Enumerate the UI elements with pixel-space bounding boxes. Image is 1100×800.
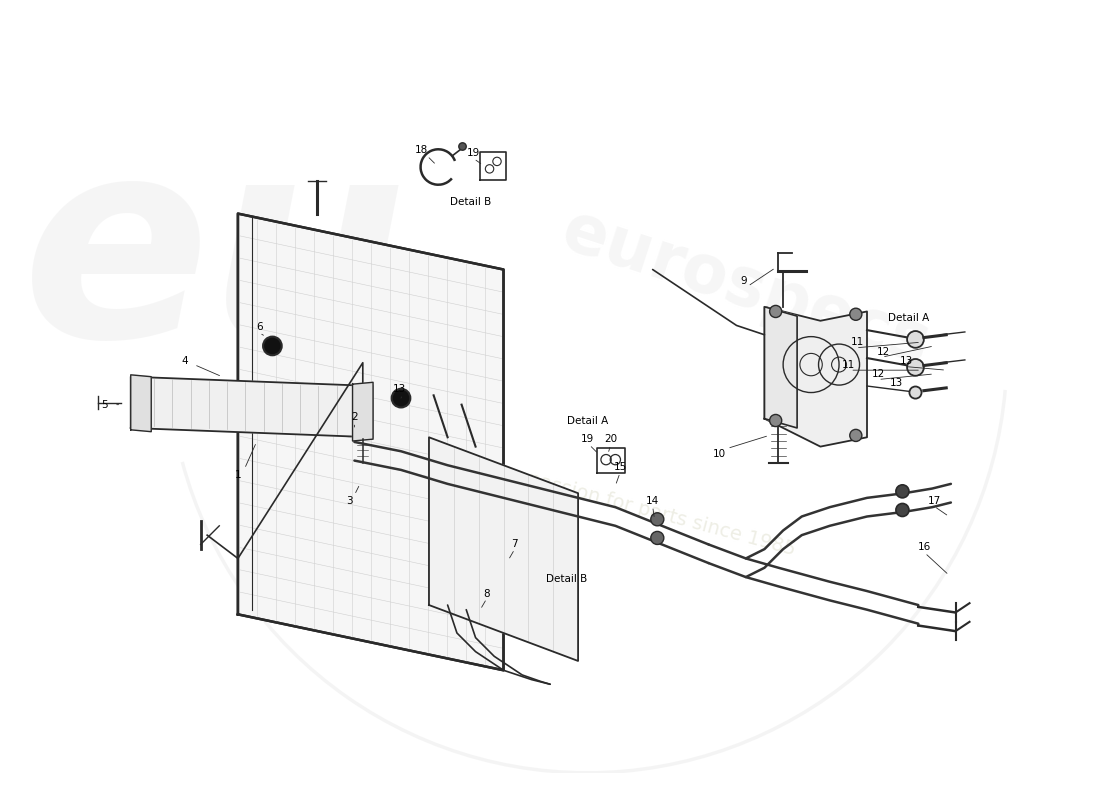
Text: 9: 9: [740, 276, 747, 286]
Text: 2: 2: [351, 412, 358, 422]
Text: 18: 18: [415, 146, 428, 155]
Polygon shape: [764, 307, 798, 428]
Polygon shape: [238, 214, 504, 670]
Text: 6: 6: [256, 322, 263, 332]
Polygon shape: [352, 382, 373, 441]
Text: 12: 12: [871, 369, 884, 379]
Circle shape: [908, 331, 924, 348]
Text: 15: 15: [614, 462, 627, 472]
Text: Detail A: Detail A: [566, 415, 608, 426]
Text: 12: 12: [877, 346, 890, 357]
Text: 11: 11: [842, 359, 855, 370]
Circle shape: [895, 485, 909, 498]
Circle shape: [910, 386, 922, 398]
Text: 11: 11: [851, 338, 865, 347]
Polygon shape: [429, 438, 579, 661]
Text: 17: 17: [927, 496, 940, 506]
Text: 13: 13: [890, 378, 903, 388]
Text: 19: 19: [581, 434, 594, 444]
Circle shape: [908, 359, 924, 376]
Text: 20: 20: [604, 434, 617, 444]
Text: 19: 19: [468, 148, 481, 158]
Text: 10: 10: [713, 449, 726, 459]
Text: 8: 8: [483, 589, 491, 599]
Text: 13: 13: [393, 384, 406, 394]
Circle shape: [850, 308, 862, 320]
Polygon shape: [131, 377, 373, 438]
Text: 3: 3: [346, 496, 353, 506]
Text: 14: 14: [646, 496, 659, 506]
Text: eurospecs: eurospecs: [553, 198, 938, 378]
Circle shape: [770, 306, 782, 318]
Text: 16: 16: [918, 542, 932, 552]
Circle shape: [392, 389, 410, 407]
Circle shape: [850, 430, 862, 442]
Circle shape: [651, 513, 663, 526]
Text: 7: 7: [512, 539, 518, 550]
Circle shape: [895, 503, 909, 517]
Polygon shape: [131, 375, 151, 432]
Text: Detail A: Detail A: [889, 313, 930, 323]
Circle shape: [651, 531, 663, 545]
Text: eu: eu: [22, 126, 408, 395]
Text: 13: 13: [900, 356, 913, 366]
Text: Detail B: Detail B: [450, 198, 492, 207]
Polygon shape: [764, 307, 867, 446]
Circle shape: [459, 142, 466, 150]
Text: Detail B: Detail B: [547, 574, 587, 584]
Text: 4: 4: [182, 356, 188, 366]
Text: 1: 1: [234, 470, 241, 479]
Circle shape: [770, 414, 782, 426]
Circle shape: [263, 337, 282, 355]
Text: a passion for parts since 1985: a passion for parts since 1985: [508, 465, 798, 559]
Text: 5: 5: [101, 400, 108, 410]
